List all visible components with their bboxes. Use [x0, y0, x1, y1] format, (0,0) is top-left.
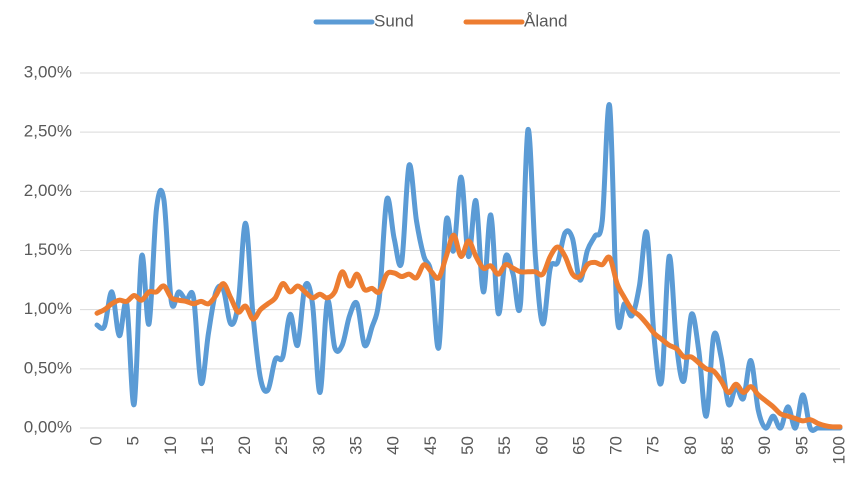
x-tick-label: 35 — [347, 436, 366, 455]
legend-label: Åland — [524, 11, 567, 30]
x-tick-label: 90 — [755, 436, 774, 455]
x-tick-label: 45 — [421, 436, 440, 455]
x-tick-label: 5 — [124, 436, 143, 445]
x-tick-label: 15 — [198, 436, 217, 455]
x-tick-label: 85 — [718, 436, 737, 455]
y-tick-label: 0,50% — [24, 358, 72, 377]
x-tick-label: 60 — [532, 436, 551, 455]
x-tick-label: 50 — [458, 436, 477, 455]
x-tick-label: 30 — [309, 436, 328, 455]
x-tick-label: 95 — [792, 436, 811, 455]
x-tick-label: 40 — [384, 436, 403, 455]
x-tick-label: 0 — [86, 436, 105, 445]
x-tick-label: 20 — [235, 436, 254, 455]
y-tick-label: 3,00% — [24, 62, 72, 81]
y-tick-label: 2,50% — [24, 122, 72, 141]
x-tick-label: 10 — [161, 436, 180, 455]
y-tick-label: 0,00% — [24, 417, 72, 436]
x-tick-label: 80 — [681, 436, 700, 455]
x-tick-label: 70 — [607, 436, 626, 455]
legend-label: Sund — [374, 11, 414, 30]
series-line — [94, 102, 843, 433]
y-tick-label: 2,00% — [24, 181, 72, 200]
y-tick-label: 1,50% — [24, 240, 72, 259]
y-tick-label: 1,00% — [24, 299, 72, 318]
x-tick-label: 55 — [495, 436, 514, 455]
x-tick-label: 25 — [272, 436, 291, 455]
x-tick-label: 75 — [644, 436, 663, 455]
x-tick-label: 100 — [829, 436, 847, 464]
series-line — [94, 232, 843, 430]
x-tick-label: 65 — [569, 436, 588, 455]
